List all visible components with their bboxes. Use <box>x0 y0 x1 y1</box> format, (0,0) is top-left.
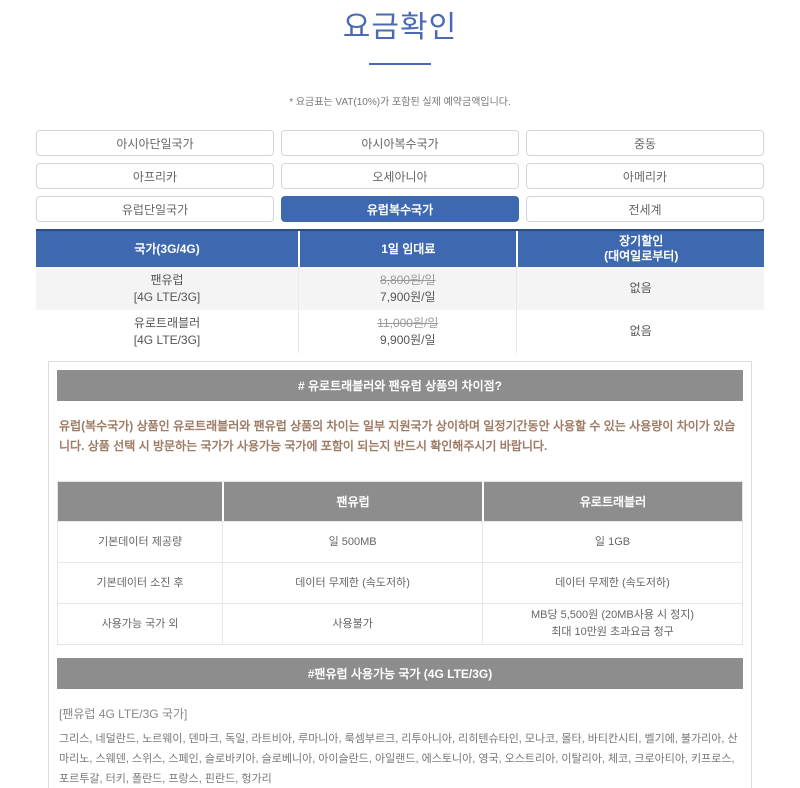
tab-asia-single[interactable]: 아시아단일국가 <box>36 130 274 156</box>
compare-col-paneurope: 팬유럽 <box>222 482 483 521</box>
header-daily-rate: 1일 임대료 <box>298 231 516 267</box>
plan-network: [4G LTE/3G] <box>133 289 201 304</box>
original-price: 11,000원/일 <box>377 315 439 330</box>
diff-section-header: # 유로트래블러와 팬유럽 상품의 차이점? <box>57 370 743 401</box>
coverage-country-list: 그리스, 네덜란드, 노르웨이, 덴마크, 독일, 라트비아, 루마니아, 룩셈… <box>59 733 738 785</box>
plan-price-cell: 11,000원/일 9,900원/일 <box>298 310 516 353</box>
compare-paneurope-value: 사용불가 <box>222 604 482 644</box>
tab-europe-single[interactable]: 유럽단일국가 <box>36 196 274 222</box>
compare-corner-cell <box>58 482 223 521</box>
compare-row-label: 기본데이터 제공량 <box>98 535 183 548</box>
compare-paneurope-value: 데이터 무제한 (속도저하) <box>222 563 482 603</box>
table-row: 사용가능 국가 외 사용불가 MB당 5,500원 (20MB사용 시 정지) … <box>58 603 742 644</box>
table-row: 기본데이터 제공량 일 500MB 일 1GB <box>58 521 742 562</box>
header-discount-sublabel: (대여일로부터) <box>604 249 679 263</box>
table-row: 유로트래블러 [4G LTE/3G] 11,000원/일 9,900원/일 없음 <box>36 310 764 353</box>
tab-worldwide[interactable]: 전세계 <box>526 196 764 222</box>
price-table: 국가(3G/4G) 1일 임대료 장기할인 (대여일로부터) 팬유럽 [4G L… <box>36 229 764 353</box>
plan-name-cell: 유로트래블러 [4G LTE/3G] <box>36 310 298 353</box>
header-country-label: 국가(3G/4G) <box>134 241 200 256</box>
tab-africa[interactable]: 아프리카 <box>36 163 274 189</box>
compare-table-header: 팬유럽 유로트래블러 <box>58 482 742 521</box>
original-price: 8,800원/일 <box>380 272 436 287</box>
title-underline <box>369 63 431 65</box>
plan-network: [4G LTE/3G] <box>133 332 201 347</box>
overage-charge-line2: 최대 10만원 초과요금 청구 <box>551 626 674 638</box>
compare-eurotraveller-value: MB당 5,500원 (20MB사용 시 정지) 최대 10만원 초과요금 청구 <box>482 604 742 644</box>
plan-discount-cell: 없음 <box>516 267 764 310</box>
tab-europe-multi[interactable]: 유럽복수국가 <box>281 196 519 222</box>
table-row: 팬유럽 [4G LTE/3G] 8,800원/일 7,900원/일 없음 <box>36 267 764 310</box>
plan-discount-cell: 없음 <box>516 310 764 353</box>
plan-price-cell: 8,800원/일 7,900원/일 <box>298 267 516 310</box>
table-row: 기본데이터 소진 후 데이터 무제한 (속도저하) 데이터 무제한 (속도저하) <box>58 562 742 603</box>
plan-info-box: # 유로트래블러와 팬유럽 상품의 차이점? 유럽(복수국가) 상품인 유로트래… <box>48 361 752 788</box>
discounted-price: 9,900원/일 <box>380 332 436 347</box>
compare-eurotraveller-value: 데이터 무제한 (속도저하) <box>482 563 742 603</box>
tab-oceania[interactable]: 오세아니아 <box>281 163 519 189</box>
tab-asia-multi[interactable]: 아시아복수국가 <box>281 130 519 156</box>
compare-row-label: 사용가능 국가 외 <box>101 617 179 630</box>
discounted-price: 7,900원/일 <box>380 289 436 304</box>
plan-name: 팬유럽 <box>150 272 184 287</box>
compare-row-label: 기본데이터 소진 후 <box>96 576 184 589</box>
compare-col-eurotraveller: 유로트래블러 <box>482 482 742 521</box>
diff-description: 유럽(복수국가) 상품인 유로트래블러와 팬유럽 상품의 차이는 일부 지원국가… <box>59 419 736 453</box>
header-daily-rate-label: 1일 임대료 <box>381 241 436 256</box>
plan-name-cell: 팬유럽 [4G LTE/3G] <box>36 267 298 310</box>
discount-value: 없음 <box>629 324 652 338</box>
tab-middle-east[interactable]: 중동 <box>526 130 764 156</box>
vat-note: * 요금표는 VAT(10%)가 포함된 실제 예약금액입니다. <box>289 97 511 108</box>
compare-paneurope-value: 일 500MB <box>222 522 482 562</box>
header-discount-label: 장기할인 <box>619 234 664 248</box>
compare-eurotraveller-value: 일 1GB <box>482 522 742 562</box>
discount-value: 없음 <box>629 281 652 295</box>
page-title: 요금확인 <box>342 11 458 44</box>
coverage-list-title: [팬유럽 4G LTE/3G 국가] <box>59 707 188 721</box>
overage-charge-line1: MB당 5,500원 (20MB사용 시 정지) <box>530 609 695 621</box>
region-tabs: 아시아단일국가 아시아복수국가 중동 아프리카 오세아니아 아메리카 유럽단일국… <box>36 130 764 222</box>
price-table-header: 국가(3G/4G) 1일 임대료 장기할인 (대여일로부터) <box>36 231 764 267</box>
coverage-section-header: #팬유럽 사용가능 국가 (4G LTE/3G) <box>57 658 743 689</box>
header-long-term-discount: 장기할인 (대여일로부터) <box>516 231 764 267</box>
plan-compare-table: 팬유럽 유로트래블러 기본데이터 제공량 일 500MB 일 1GB 기본데이터… <box>57 481 743 645</box>
tab-america[interactable]: 아메리카 <box>526 163 764 189</box>
plan-name: 유로트래블러 <box>133 315 201 330</box>
header-country: 국가(3G/4G) <box>36 231 298 267</box>
